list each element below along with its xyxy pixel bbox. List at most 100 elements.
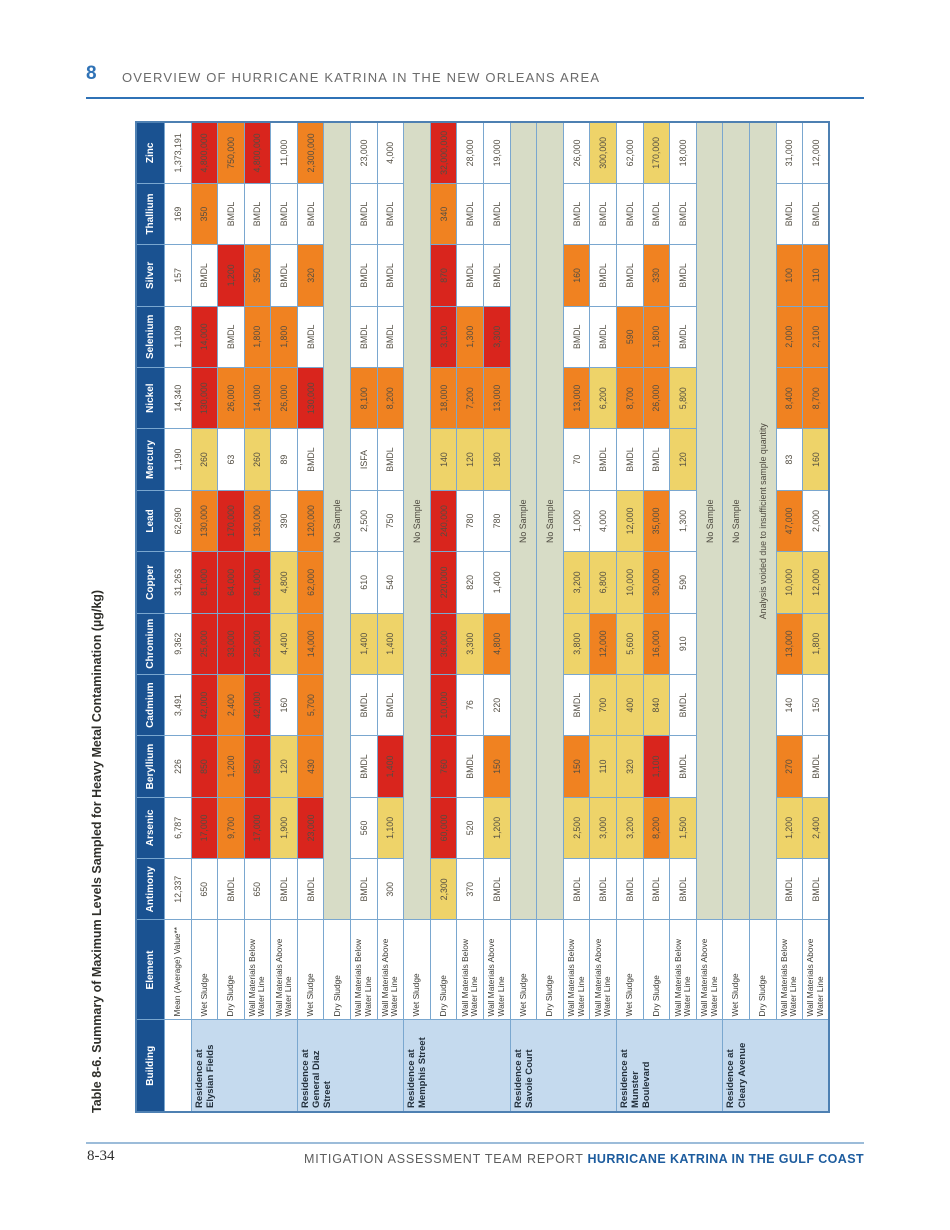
value-cell: 14,000	[191, 306, 218, 368]
value-cell: 1,100	[643, 735, 670, 798]
value-cell: BMDL	[377, 428, 404, 491]
value-cell: BMDL	[377, 306, 404, 368]
value-cell: 8,200	[643, 797, 670, 859]
header-rule	[86, 97, 864, 99]
value-cell: 8,400	[776, 367, 803, 429]
value-cell: 25,000	[191, 613, 218, 675]
element-label: Wall Materials Above Water Line	[802, 920, 830, 1020]
value-cell: 1,100	[377, 797, 404, 859]
element-label: Wet Sludge	[297, 920, 324, 1020]
no-sample-cell: No Sample	[403, 121, 431, 920]
element-label: Dry Sludge	[643, 920, 670, 1020]
value-cell: 35,000	[643, 490, 670, 552]
table-row: Wall Materials Above Water Line 300 1,100 1…	[377, 121, 404, 1112]
value-cell: 1,400	[483, 551, 511, 614]
rotated-table-container: Building Element Antimony Arsenic Beryllium C…	[135, 120, 831, 1113]
element-label: Wet Sludge	[722, 920, 750, 1020]
element-label: Dry Sludge	[217, 920, 245, 1020]
value-cell: 12,000	[802, 121, 830, 184]
table-row: Wall Materials Below Water Line BMDL 1,500…	[669, 121, 697, 1112]
no-sample-cell: No Sample	[696, 121, 723, 920]
table-row: Residence at Savoie Court Wet Sludge No Sa…	[510, 121, 617, 1112]
element-label: Wall Materials Below Water Line	[776, 920, 803, 1020]
building-cell: Residence at Cleary Avenue	[722, 1020, 830, 1112]
value-cell: 83	[776, 428, 803, 491]
value-cell: 36,000	[430, 613, 457, 675]
value-cell: BMDL	[669, 244, 697, 307]
value-cell: BMDL	[456, 244, 484, 307]
value-cell: BMDL	[776, 858, 803, 920]
value-cell: 850	[244, 735, 271, 798]
value-cell: 4,800,000	[191, 121, 218, 184]
value-cell: 350	[244, 244, 271, 307]
value-cell: 590	[616, 306, 644, 368]
value-cell: 2,300,000	[297, 121, 324, 184]
column-header: Building	[136, 1020, 164, 1112]
value-cell: 9,700	[217, 797, 245, 859]
value-cell: BMDL	[270, 244, 298, 307]
column-header: Zinc	[136, 121, 164, 184]
value-cell: 12,000	[589, 613, 617, 675]
value-cell: 26,000	[217, 367, 245, 429]
value-cell: BMDL	[589, 183, 617, 245]
value-cell: 70	[563, 428, 590, 491]
value-cell: BMDL	[643, 858, 670, 920]
value-cell: BMDL	[217, 183, 245, 245]
value-cell: BMDL	[297, 858, 324, 920]
column-header: Mercury	[136, 428, 164, 491]
value-cell: 400	[616, 674, 644, 736]
value-cell: 150	[483, 735, 511, 798]
value-cell: 32,000,000	[430, 121, 457, 184]
value-cell: 64,000	[217, 551, 245, 614]
value-cell: 750	[377, 490, 404, 552]
element-label: Dry Sludge	[430, 920, 457, 1020]
element-label: Wall Materials Below Water Line	[669, 920, 697, 1020]
value-cell: 140	[430, 428, 457, 491]
value-cell: 17,000	[191, 797, 218, 859]
value-cell: 2,000	[802, 490, 830, 552]
value-cell: BMDL	[297, 306, 324, 368]
footer-page-number: 8-34	[87, 1148, 115, 1164]
value-cell: 23,000	[350, 121, 378, 184]
value-cell: 81,000	[244, 551, 271, 614]
column-header: Beryllium	[136, 735, 164, 798]
element-label: Wall Materials Below Water Line	[350, 920, 378, 1020]
table-row: Dry Sludge 2,300 60,000 760 10,000 36,000 220,…	[430, 121, 457, 1112]
value-cell: 1,200	[483, 797, 511, 859]
value-cell: 130,000	[191, 367, 218, 429]
value-cell: 4,800	[270, 551, 298, 614]
value-cell: 18,000	[669, 121, 697, 184]
value-cell: 430	[297, 735, 324, 798]
value-cell: 6,200	[589, 367, 617, 429]
table-row: Wall Materials Above Water Line BMDL 1,900…	[270, 121, 298, 1112]
value-cell: 26,000	[643, 367, 670, 429]
table-row: Dry Sludge BMDL 9,700 1,200 2,400 33,000 64,00…	[217, 121, 245, 1112]
value-cell: 76	[456, 674, 484, 736]
element-label: Wall Materials Below Water Line	[456, 920, 484, 1020]
mean-value-cell: 31,263	[164, 551, 191, 614]
value-cell: BMDL	[377, 244, 404, 307]
value-cell: BMDL	[244, 183, 271, 245]
value-cell: 140	[776, 674, 803, 736]
building-cell: Residence at Elysian Fields	[191, 1020, 298, 1112]
value-cell: 13,000	[483, 367, 511, 429]
column-header: Chromium	[136, 613, 164, 675]
element-label: Wall Materials Above Water Line	[270, 920, 298, 1020]
element-label: Wet Sludge	[616, 920, 644, 1020]
value-cell: BMDL	[456, 183, 484, 245]
table-row: Residence at Munster Boulevard Wet Sludge…	[616, 121, 723, 1112]
value-cell: 16,000	[643, 613, 670, 675]
table-row: Wall Materials Below Water Line 650 17,000…	[244, 121, 271, 1112]
value-cell: ISFA	[350, 428, 378, 491]
value-cell: 81,000	[191, 551, 218, 614]
value-cell: 300,000	[589, 121, 617, 184]
value-cell: 750,000	[217, 121, 245, 184]
table-row: Dry Sludge BMDL 8,200 1,100 840 16,000 30,000 3…	[643, 121, 670, 1112]
value-cell: BMDL	[616, 858, 644, 920]
value-cell: 760	[430, 735, 457, 798]
value-cell: 390	[270, 490, 298, 552]
value-cell: BMDL	[616, 428, 644, 491]
table-row: Dry Sludge No Sample	[323, 121, 351, 1112]
value-cell: 1,400	[377, 613, 404, 675]
no-sample-cell: Analysis voided due to insufficient samp…	[749, 121, 777, 920]
